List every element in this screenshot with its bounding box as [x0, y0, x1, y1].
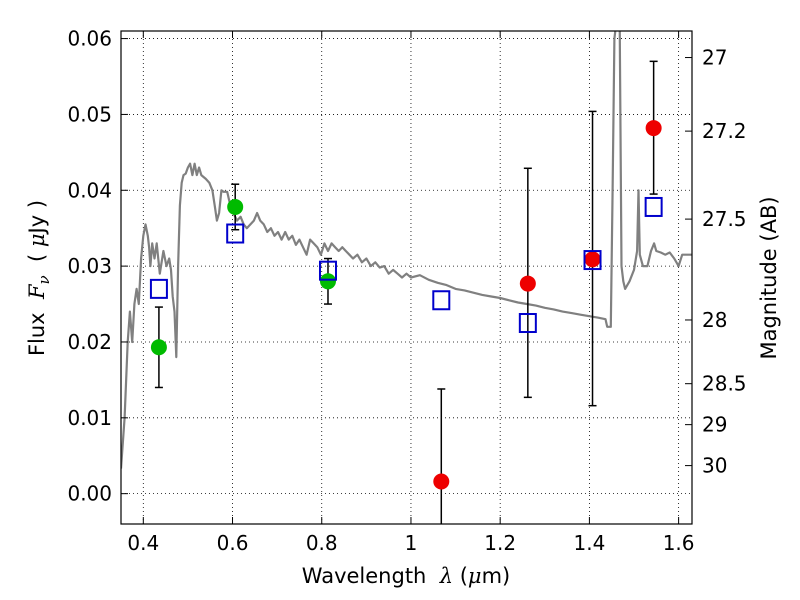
y2-tick-label: 27	[702, 46, 727, 70]
y2-tick-label: 27.5	[702, 207, 747, 231]
model-band-flux-square	[226, 223, 245, 244]
y-axis-label: Flux Fν ( μJy )	[25, 200, 53, 356]
x-tick-label: 0.6	[217, 531, 249, 555]
model-spectrum-line	[121, 31, 692, 469]
y-tick-label: 0.04	[67, 178, 112, 202]
y-tick-label: 0.02	[67, 330, 112, 354]
x-tick-label: 1.4	[573, 531, 605, 555]
x-tick-label: 0.8	[306, 531, 338, 555]
y2-tick-label: 29	[702, 413, 727, 437]
observed-flux-point	[319, 273, 336, 290]
model-band-flux-square	[149, 278, 168, 299]
x-tick-label: 1	[405, 531, 418, 555]
model-band-flux-square	[432, 290, 451, 311]
y2-tick-label: 27.2	[702, 119, 747, 143]
observed-flux-point	[645, 120, 662, 137]
model-band-flux-square	[518, 313, 537, 334]
y-tick-label: 0.00	[67, 482, 112, 506]
y2-axis-label: Magnitude (AB)	[757, 196, 781, 359]
model-band-flux-square	[318, 260, 337, 281]
y-tick-label: 0.06	[67, 27, 112, 51]
y2-tick-label: 28.5	[702, 372, 747, 396]
observed-flux-point	[227, 198, 244, 215]
observed-flux-point	[433, 473, 450, 490]
observed-flux-point	[584, 251, 601, 268]
data-markers	[149, 120, 663, 490]
axis-ticks: 0.4 0.6 0.8 1 1.2 1.4 1.6 0.00 0.01 0.02 0.03 0.04 0…	[67, 27, 746, 555]
y2-tick-label: 30	[702, 454, 727, 478]
model-band-flux-square	[644, 196, 663, 217]
y-tick-label: 0.03	[67, 254, 112, 278]
model-band-flux-square	[583, 250, 602, 271]
plot-frame	[120, 30, 693, 525]
y-tick-label: 0.01	[67, 406, 112, 430]
y-tick-label: 0.05	[67, 102, 112, 126]
observed-flux-point	[519, 275, 536, 292]
x-tick-label: 1.6	[663, 531, 695, 555]
observed-flux-point	[150, 339, 167, 356]
plot-background	[121, 31, 692, 524]
y2-tick-label: 28	[702, 308, 727, 332]
x-tick-label: 0.4	[127, 531, 159, 555]
x-tick-label: 1.2	[484, 531, 516, 555]
x-axis-label: Wavelength λ (μm)	[302, 564, 510, 588]
model-spectrum	[121, 31, 692, 469]
